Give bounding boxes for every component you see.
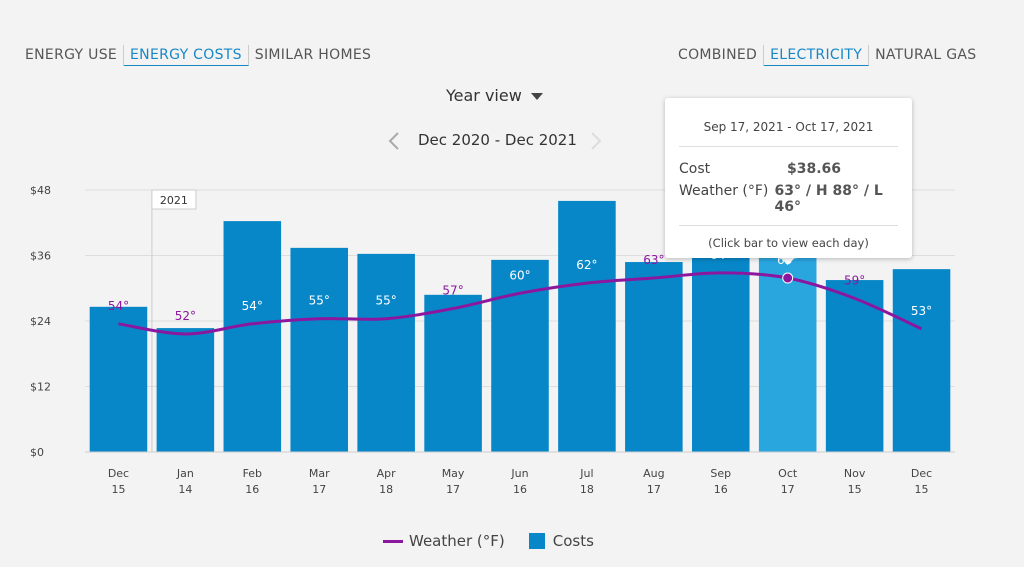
x-tick-label: Oct <box>778 467 798 480</box>
x-tick-sublabel: 17 <box>312 483 326 496</box>
data-label: 52° <box>175 309 196 323</box>
bar <box>424 294 482 452</box>
x-tick-sublabel: 15 <box>915 483 929 496</box>
legend-swatch <box>383 539 403 543</box>
legend-label: Weather (°F) <box>409 532 505 550</box>
plot: $0 $12 $24 $36 $48 2021 Dec 15 Jan 14 Feb 16 Mar 17 Ap… <box>30 184 955 496</box>
x-tick-sublabel: 14 <box>178 483 192 496</box>
prev-arrow[interactable] <box>388 132 399 150</box>
tab[interactable]: COMBINED <box>672 45 765 66</box>
x-tick-label: Dec <box>911 467 932 480</box>
x-tick-label: May <box>442 467 465 480</box>
highlight-dot <box>782 272 794 284</box>
bar <box>892 269 951 452</box>
tooltip-row: Cost $38.66 <box>679 161 898 177</box>
data-label: 60° <box>509 268 530 282</box>
tab[interactable]: SIMILAR HOMES <box>254 47 372 63</box>
data-label: 59° <box>844 273 865 287</box>
x-tick-sublabel: 15 <box>848 483 862 496</box>
y-tick-label: $12 <box>30 381 51 394</box>
x-tick-sublabel: 16 <box>513 483 527 496</box>
x-tick-label: Aug <box>643 467 664 480</box>
legend: Weather (°F) Costs <box>383 532 594 550</box>
data-label: 55° <box>376 294 397 308</box>
tab[interactable]: ELECTRICITY <box>764 45 870 66</box>
x-tick-label: Sep <box>710 467 731 480</box>
tab[interactable]: ENERGY COSTS <box>124 45 249 66</box>
data-label: 62° <box>576 258 597 272</box>
x-tick-label: Mar <box>309 467 330 480</box>
x-tick-sublabel: 17 <box>781 483 795 496</box>
tabs-left: ENERGY USE ENERGY COSTS SIMILAR HOMES <box>19 45 377 66</box>
bar <box>558 200 616 452</box>
y-tick-label: $48 <box>30 184 51 197</box>
tab[interactable]: ENERGY USE <box>19 45 125 66</box>
tooltip-row: Weather (°F) 63° / H 88° / L 46° <box>679 183 898 215</box>
x-tick-sublabel: 18 <box>379 483 393 496</box>
tooltip-period: Sep 17, 2021 - Oct 17, 2021 <box>679 120 898 147</box>
bar <box>625 262 683 452</box>
year-marker-label: 2021 <box>160 194 188 207</box>
y-tick-label: $0 <box>30 446 44 459</box>
tooltip-key: Cost <box>679 161 711 177</box>
period: Dec 2020 - Dec 2021 <box>418 131 577 149</box>
bar <box>691 250 750 452</box>
tooltip-pointer <box>779 257 796 265</box>
data-label: 53° <box>911 304 932 318</box>
year-marker-box <box>151 189 197 210</box>
x-tick-label: Jul <box>579 467 593 480</box>
view-select[interactable]: Year view <box>446 86 522 105</box>
x-tick-sublabel: 18 <box>580 483 594 496</box>
tooltip-hint: (Click bar to view each day) <box>679 225 898 250</box>
x-tick-sublabel: 16 <box>714 483 728 496</box>
tab[interactable]: NATURAL GAS <box>875 47 977 63</box>
x-tick-label: Feb <box>243 467 262 480</box>
legend-label: Costs <box>552 532 594 550</box>
data-label: 57° <box>442 284 463 298</box>
y-tick-label: $24 <box>30 315 51 328</box>
x-tick-sublabel: 16 <box>245 483 259 496</box>
bar <box>156 328 215 452</box>
bar <box>357 253 415 452</box>
x-tick-label: Jan <box>176 467 194 480</box>
tooltip-value: 63° / H 88° / L 46° <box>774 183 883 215</box>
tabs-right: COMBINED ELECTRICITY NATURAL GAS <box>672 45 982 66</box>
bar <box>89 306 148 452</box>
x-tick-sublabel: 15 <box>111 483 125 496</box>
view-label[interactable]: Year view <box>446 86 522 105</box>
bar <box>223 221 282 452</box>
dropdown-arrow[interactable] <box>531 93 543 100</box>
bar <box>290 247 349 452</box>
x-tick-sublabel: 17 <box>647 483 661 496</box>
data-label: 54° <box>108 299 129 313</box>
tooltip-value: $38.66 <box>787 161 842 177</box>
tooltip-key: Weather (°F) <box>679 183 769 199</box>
x-tick-label: Apr <box>377 467 397 480</box>
y-tick-label: $36 <box>30 250 51 263</box>
legend-swatch <box>528 533 545 549</box>
data-label: 63° <box>643 253 664 267</box>
tooltip: Sep 17, 2021 - Oct 17, 2021 Cost $38.66 W… <box>665 98 912 258</box>
data-label: 55° <box>309 294 330 308</box>
next-arrow[interactable] <box>591 132 602 150</box>
x-tick-sublabel: 17 <box>446 483 460 496</box>
x-tick-label: Nov <box>844 467 866 480</box>
bar <box>825 280 884 452</box>
x-tick-label: Jun <box>510 467 528 480</box>
data-label: 54° <box>242 299 263 313</box>
x-tick-label: Dec <box>108 467 129 480</box>
